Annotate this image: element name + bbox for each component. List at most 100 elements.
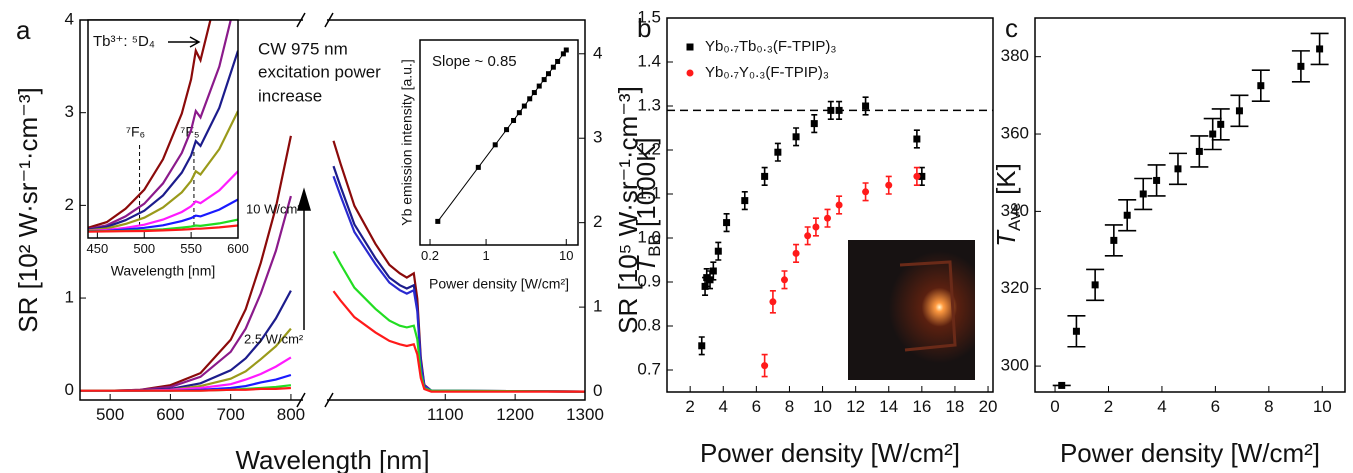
data-point — [504, 127, 510, 133]
axis-unit: [K] — [991, 163, 1021, 202]
y-tick-label: 300 — [1001, 356, 1029, 375]
plot-frame — [87, 19, 239, 239]
arrow — [296, 187, 312, 330]
x-tick-label: 1200 — [496, 405, 534, 424]
x-tick-label: 2 — [1104, 397, 1113, 416]
y-tick-label: 1.0 — [637, 227, 661, 246]
panel-label: a — [16, 15, 31, 45]
axis-label: SR [10⁵ W·sr⁻¹·cm⁻³] — [613, 86, 643, 334]
data-point — [792, 133, 800, 141]
arrow — [168, 36, 201, 48]
data-point — [1139, 190, 1147, 198]
data-point — [698, 342, 706, 350]
annotation: increase — [258, 86, 322, 105]
y2-tick-label: 0 — [593, 381, 602, 400]
y2-tick-label: 3 — [593, 128, 602, 147]
annotation: 10 W/cm² — [246, 201, 302, 216]
axis-break-gap — [302, 17, 327, 23]
data-point — [706, 276, 714, 284]
x-tick-label: 450 — [87, 241, 109, 256]
x-tick-label: 600 — [227, 241, 249, 256]
data-point — [1217, 120, 1225, 128]
data-point — [435, 218, 441, 224]
data-point — [769, 298, 777, 306]
axis-symbol: T — [991, 229, 1021, 247]
data-point — [804, 232, 812, 240]
data-point — [709, 267, 717, 275]
x-tick-label: 2 — [685, 397, 694, 416]
axis-break-mark — [296, 12, 334, 28]
data-point — [780, 276, 788, 284]
axis-break-gap — [302, 397, 327, 403]
legend-label: Yb₀.₇Y₀.₃(F-TPIP)₃ — [705, 64, 829, 81]
plot-frame — [79, 19, 586, 401]
data-point — [555, 58, 561, 64]
y-tick-label: 0.7 — [637, 359, 661, 378]
data-point — [1235, 107, 1243, 115]
plot-frame — [666, 17, 994, 393]
data-point — [1072, 327, 1080, 335]
x-tick-label: 16 — [912, 397, 931, 416]
data-point — [723, 219, 731, 227]
plot-frame — [1034, 17, 1346, 393]
y-tick-label: 2 — [65, 195, 74, 214]
data-point — [918, 172, 926, 180]
x-tick-label: 800 — [277, 405, 305, 424]
x-tick-label: 10 — [559, 248, 573, 263]
y-tick-label: 1.3 — [637, 95, 661, 114]
panel-label: c — [1005, 13, 1018, 43]
data-point — [812, 223, 820, 231]
data-point — [761, 172, 769, 180]
photo-inset — [848, 240, 975, 380]
data-point — [511, 117, 517, 123]
spectrum-line — [332, 250, 585, 393]
y-tick-label: 1.1 — [637, 183, 661, 202]
y-tick-label: 0 — [65, 380, 74, 399]
data-point — [862, 188, 870, 196]
data-point — [913, 172, 921, 180]
x-tick-label: 1100 — [427, 405, 464, 424]
data-point — [1110, 236, 1118, 244]
y-tick-label: 1.2 — [637, 139, 661, 158]
annotation: Tb³⁺: ⁵D₄ — [93, 33, 155, 50]
spectrum-line — [88, 170, 238, 233]
data-point — [545, 71, 551, 77]
axis-label: Wavelength [nm] — [235, 445, 429, 473]
axis-label: Yb emission intensity [a.u.] — [399, 59, 415, 226]
axis-label: SR [10² W·sr⁻¹·cm⁻³] — [13, 87, 43, 333]
x-tick-label: 14 — [879, 397, 898, 416]
y-tick-label: 3 — [65, 102, 74, 121]
spectrum-line — [88, 20, 212, 229]
data-point — [521, 103, 527, 109]
data-point — [862, 102, 870, 110]
annotation: CW 975 nm — [258, 39, 348, 58]
data-point — [541, 77, 547, 83]
data-point — [824, 214, 832, 222]
data-point — [714, 247, 722, 255]
data-point — [1174, 165, 1182, 173]
data-point — [1257, 82, 1265, 90]
data-point — [563, 47, 569, 53]
axis-label: Power density [W/cm²] — [1060, 438, 1320, 468]
axis-label: TAve [K] — [991, 163, 1024, 247]
annotation: 2.5 W/cm² — [244, 331, 304, 346]
data-point — [1209, 130, 1217, 138]
data-point — [1091, 281, 1099, 289]
data-point — [527, 96, 533, 102]
data-point — [475, 164, 481, 170]
y-tick-label: 1.5 — [637, 7, 661, 26]
inset-background — [88, 20, 238, 238]
spectrum-line — [88, 50, 238, 231]
y-tick-label: 1 — [65, 288, 74, 307]
x-tick-label: 8 — [1264, 397, 1273, 416]
data-point — [560, 51, 566, 57]
spectrum-line — [80, 386, 291, 392]
data-point — [1316, 45, 1324, 53]
data-point — [810, 120, 818, 128]
data-point — [761, 362, 769, 370]
data-point — [492, 142, 498, 148]
data-point — [835, 106, 843, 114]
data-point — [792, 249, 800, 257]
y-tick-label: 1.4 — [637, 51, 661, 70]
